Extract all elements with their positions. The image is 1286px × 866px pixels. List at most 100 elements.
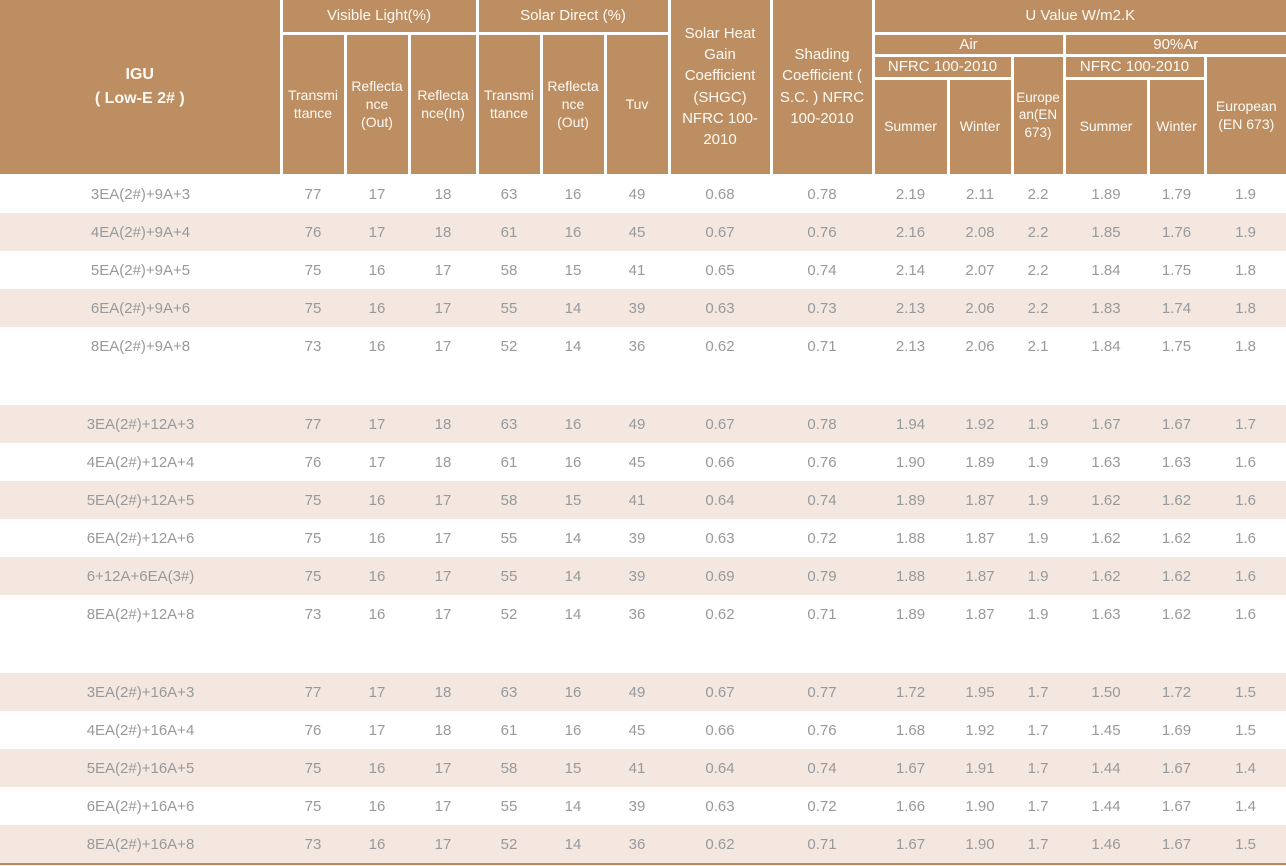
argon-summer-header: Summer bbox=[1062, 76, 1150, 177]
spacer-cell bbox=[0, 633, 1286, 673]
value-cell: 1.4 bbox=[1235, 797, 1256, 815]
value-cell: 0.67 bbox=[705, 223, 735, 241]
value-cell: 1.7 bbox=[1027, 721, 1049, 739]
value-cell: 16 bbox=[564, 683, 582, 701]
value-cell: 39 bbox=[628, 567, 646, 585]
value-cell: 0.74 bbox=[807, 261, 837, 279]
value-cell: 18 bbox=[434, 223, 452, 241]
spacer-cell bbox=[0, 365, 1286, 405]
air-european-header: European(EN 673) bbox=[1010, 54, 1066, 177]
row-label: 4EA(2#)+16A+4 bbox=[86, 721, 195, 739]
value-cell: 0.73 bbox=[807, 299, 837, 317]
value-cell: 0.64 bbox=[705, 759, 735, 777]
value-cell: 73 bbox=[304, 835, 322, 853]
igu-title: IGU bbox=[125, 65, 154, 83]
value-cell: 16 bbox=[368, 337, 386, 355]
u-value-header: U Value W/m2.K bbox=[871, 0, 1286, 35]
value-cell: 75 bbox=[304, 491, 322, 509]
row-label: 8EA(2#)+9A+8 bbox=[90, 337, 191, 355]
value-cell: 58 bbox=[500, 261, 518, 279]
table-row: 6EA(2#)+9A+6 75 16 17 55 14 39 0.63 0.73 2.13 2.06… bbox=[0, 289, 1286, 327]
value-cell: 1.87 bbox=[965, 605, 995, 623]
value-cell: 2.07 bbox=[965, 261, 995, 279]
group-spacer-row bbox=[0, 633, 1286, 673]
value-cell: 1.87 bbox=[965, 491, 995, 509]
value-cell: 1.7 bbox=[1235, 415, 1256, 433]
value-cell: 1.69 bbox=[1161, 721, 1192, 739]
value-cell: 75 bbox=[304, 299, 322, 317]
value-cell: 0.62 bbox=[705, 605, 735, 623]
air-nfrc-header: NFRC 100-2010 bbox=[871, 54, 1014, 80]
value-cell: 1.62 bbox=[1161, 529, 1192, 547]
value-cell: 76 bbox=[304, 223, 322, 241]
value-cell: 0.62 bbox=[705, 337, 735, 355]
value-cell: 1.72 bbox=[1161, 683, 1192, 701]
value-cell: 45 bbox=[628, 453, 646, 471]
value-cell: 1.95 bbox=[965, 683, 995, 701]
value-cell: 1.6 bbox=[1235, 491, 1256, 509]
value-cell: 2.08 bbox=[965, 223, 995, 241]
value-cell: 18 bbox=[434, 683, 452, 701]
value-cell: 1.7 bbox=[1027, 683, 1049, 701]
table-row: 4EA(2#)+16A+4 76 17 18 61 16 45 0.66 0.76 1.68 1.9… bbox=[0, 711, 1286, 749]
shading-coefficient-header: Shading Coefficient ( S.C. ) NFRC 100-20… bbox=[769, 0, 875, 177]
value-cell: 17 bbox=[434, 835, 452, 853]
value-cell: 14 bbox=[564, 797, 582, 815]
value-cell: 1.9 bbox=[1235, 186, 1256, 204]
value-cell: 16 bbox=[368, 759, 386, 777]
value-cell: 1.8 bbox=[1235, 337, 1256, 355]
value-cell: 14 bbox=[564, 567, 582, 585]
value-cell: 77 bbox=[304, 186, 322, 204]
value-cell: 16 bbox=[368, 797, 386, 815]
table-row: 3EA(2#)+9A+3 77 17 18 63 16 49 0.68 0.78 2.19 2.11… bbox=[0, 175, 1286, 213]
table-row: 4EA(2#)+9A+4 76 17 18 61 16 45 0.67 0.76 2.16 2.08… bbox=[0, 213, 1286, 251]
value-cell: 76 bbox=[304, 721, 322, 739]
value-cell: 17 bbox=[434, 605, 452, 623]
visible-light-header: Visible Light(%) bbox=[279, 0, 479, 35]
value-cell: 1.62 bbox=[1161, 567, 1192, 585]
value-cell: 1.88 bbox=[895, 529, 926, 547]
value-cell: 1.67 bbox=[1091, 415, 1121, 433]
value-cell: 17 bbox=[368, 415, 386, 433]
table-row: 8EA(2#)+16A+8 73 16 17 52 14 36 0.62 0.71 1.67 1.9… bbox=[0, 825, 1286, 863]
value-cell: 49 bbox=[628, 186, 646, 204]
value-cell: 63 bbox=[500, 683, 518, 701]
value-cell: 0.78 bbox=[807, 186, 837, 204]
value-cell: 17 bbox=[434, 567, 452, 585]
value-cell: 41 bbox=[628, 759, 646, 777]
value-cell: 1.63 bbox=[1161, 453, 1192, 471]
value-cell: 15 bbox=[564, 491, 582, 509]
value-cell: 1.89 bbox=[895, 491, 926, 509]
value-cell: 0.78 bbox=[807, 415, 837, 433]
value-cell: 1.62 bbox=[1161, 491, 1192, 509]
value-cell: 0.71 bbox=[807, 337, 837, 355]
value-cell: 0.71 bbox=[807, 605, 837, 623]
value-cell: 1.92 bbox=[965, 415, 995, 433]
value-cell: 1.5 bbox=[1235, 835, 1256, 853]
value-cell: 73 bbox=[304, 337, 322, 355]
value-cell: 17 bbox=[368, 186, 386, 204]
value-cell: 18 bbox=[434, 415, 452, 433]
value-cell: 17 bbox=[434, 491, 452, 509]
value-cell: 2.2 bbox=[1027, 223, 1049, 241]
value-cell: 52 bbox=[500, 835, 518, 853]
value-cell: 55 bbox=[500, 299, 518, 317]
value-cell: 1.90 bbox=[895, 453, 926, 471]
value-cell: 17 bbox=[434, 299, 452, 317]
header-row-1: IGU ( Low-E 2# ) Visible Light(%) Solar … bbox=[0, 0, 1286, 177]
value-cell: 1.63 bbox=[1091, 453, 1121, 471]
value-cell: 2.14 bbox=[895, 261, 926, 279]
value-cell: 45 bbox=[628, 223, 646, 241]
value-cell: 16 bbox=[368, 529, 386, 547]
value-cell: 1.9 bbox=[1027, 491, 1049, 509]
value-cell: 41 bbox=[628, 261, 646, 279]
bottom-border-line bbox=[0, 863, 1286, 865]
value-cell: 77 bbox=[304, 683, 322, 701]
air-winter-header: Winter bbox=[946, 76, 1014, 177]
value-cell: 15 bbox=[564, 261, 582, 279]
argon-winter-header: Winter bbox=[1146, 76, 1207, 177]
row-label: 6+12A+6EA(3#) bbox=[86, 567, 195, 585]
value-cell: 1.5 bbox=[1235, 683, 1256, 701]
value-cell: 1.62 bbox=[1091, 491, 1121, 509]
